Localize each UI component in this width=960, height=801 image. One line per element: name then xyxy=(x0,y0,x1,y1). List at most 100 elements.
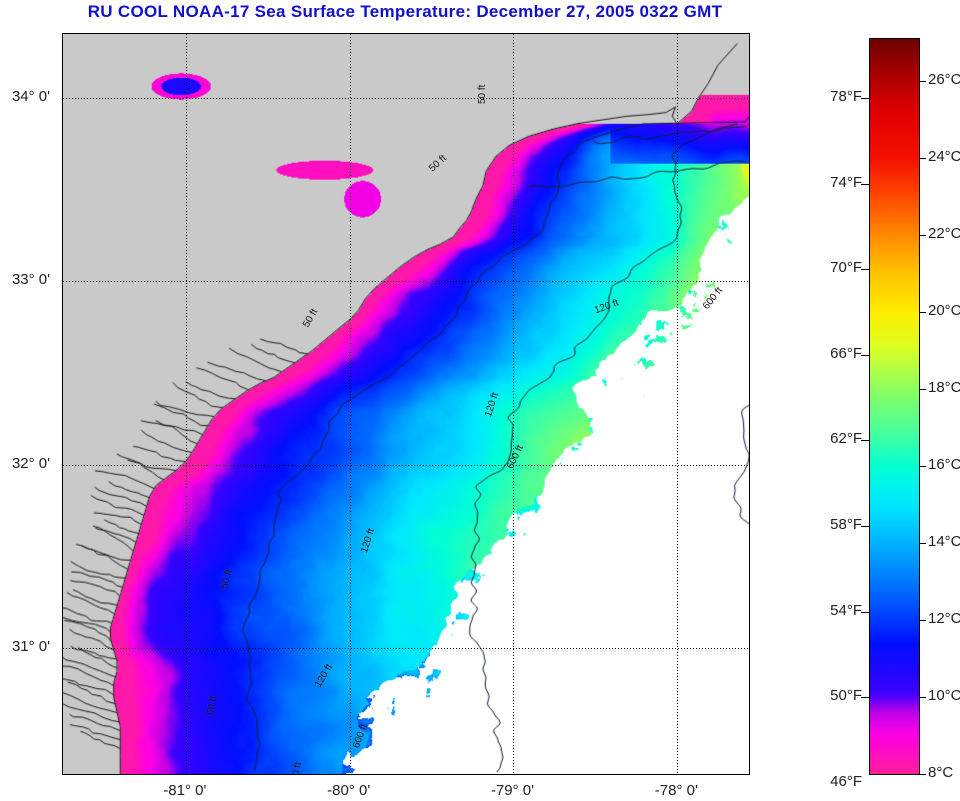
axis-tick-minor xyxy=(749,190,750,191)
colorbar-tick-celsius xyxy=(919,158,926,160)
axis-tick-minor xyxy=(62,144,63,145)
axis-tick-minor xyxy=(104,774,105,775)
axis-tick-major xyxy=(677,33,678,34)
colorbar[interactable] xyxy=(861,38,926,775)
axis-tick-major xyxy=(513,774,514,775)
axis-tick-minor xyxy=(268,774,269,775)
axis-tick-minor xyxy=(309,774,310,775)
colorbar-label-celsius: 22°C xyxy=(928,225,960,243)
axis-tick-minor xyxy=(62,739,63,740)
axis-tick-minor xyxy=(62,327,63,328)
colorbar-label-celsius: 10°C xyxy=(928,687,960,705)
axis-tick-minor xyxy=(554,774,555,775)
axis-tick-minor xyxy=(268,33,269,34)
axis-tick-major xyxy=(749,465,750,466)
axis-tick-minor xyxy=(145,33,146,34)
colorbar-tick-celsius xyxy=(919,312,926,314)
sst-raster xyxy=(63,34,749,774)
axis-tick-minor xyxy=(391,774,392,775)
colorbar-tick-celsius xyxy=(919,697,926,699)
colorbar-label-fahrenheit: 46°F xyxy=(830,772,862,790)
axis-tick-minor xyxy=(145,774,146,775)
colorbar-label-fahrenheit: 50°F xyxy=(830,687,862,705)
axis-tick-major xyxy=(749,281,750,282)
colorbar-tick-fahrenheit xyxy=(861,697,870,699)
axis-tick-minor xyxy=(473,774,474,775)
latitude-label: 34° 0' xyxy=(11,88,50,106)
axis-tick-minor xyxy=(62,52,63,53)
colorbar-tick-fahrenheit xyxy=(861,440,870,442)
axis-tick-major xyxy=(186,774,187,775)
axis-tick-minor xyxy=(62,419,63,420)
colorbar-tick-fahrenheit xyxy=(861,98,870,100)
colorbar-label-celsius: 12°C xyxy=(928,610,960,628)
axis-tick-minor xyxy=(749,144,750,145)
colorbar-tick-celsius xyxy=(919,774,926,775)
figure-title: RU COOL NOAA-17 Sea Surface Temperature:… xyxy=(87,2,723,21)
axis-tick-major xyxy=(749,98,750,99)
colorbar-label-fahrenheit: 78°F xyxy=(830,88,862,106)
axis-tick-minor xyxy=(554,33,555,34)
axis-tick-minor xyxy=(636,33,637,34)
axis-tick-minor xyxy=(473,33,474,34)
colorbar-label-celsius: 24°C xyxy=(928,148,960,166)
axis-tick-major xyxy=(186,33,187,34)
axis-tick-minor xyxy=(62,510,63,511)
axis-tick-minor xyxy=(62,190,63,191)
axis-tick-major xyxy=(62,465,63,466)
colorbar-tick-fahrenheit xyxy=(861,183,870,185)
colorbar-tick-fahrenheit xyxy=(861,269,870,271)
axis-tick-minor xyxy=(749,373,750,374)
axis-tick-major xyxy=(513,33,514,34)
longitude-label: -80° 0' xyxy=(327,782,371,799)
axis-tick-minor xyxy=(62,236,63,237)
axis-tick-minor xyxy=(432,774,433,775)
axis-tick-minor xyxy=(62,694,63,695)
axis-tick-minor xyxy=(718,33,719,34)
colorbar-tick-fahrenheit xyxy=(861,354,870,356)
latitude-label: 33° 0' xyxy=(11,271,50,289)
axis-tick-major xyxy=(62,281,63,282)
axis-tick-major xyxy=(749,648,750,649)
axis-tick-major xyxy=(677,774,678,775)
colorbar-tick-celsius xyxy=(919,543,926,545)
axis-tick-minor xyxy=(718,774,719,775)
axis-tick-major xyxy=(350,774,351,775)
colorbar-label-fahrenheit: 58°F xyxy=(830,516,862,533)
axis-tick-minor xyxy=(62,373,63,374)
axis-tick-minor xyxy=(595,774,596,775)
colorbar-tick-celsius xyxy=(919,235,926,237)
colorbar-label-celsius: 18°C xyxy=(928,379,960,397)
colorbar-label-fahrenheit: 54°F xyxy=(830,601,862,619)
latitude-label: 32° 0' xyxy=(11,454,50,472)
colorbar-label-fahrenheit: 74°F xyxy=(830,173,862,191)
colorbar-label-celsius: 16°C xyxy=(928,456,960,474)
colorbar-tick-fahrenheit xyxy=(861,526,870,527)
colorbar-label-fahrenheit: 70°F xyxy=(830,259,862,277)
axis-tick-minor xyxy=(62,556,63,557)
axis-tick-major xyxy=(350,33,351,34)
longitude-label: -81° 0' xyxy=(163,782,207,799)
colorbar-label-fahrenheit: 62°F xyxy=(830,430,862,448)
axis-tick-minor xyxy=(749,602,750,603)
axis-tick-minor xyxy=(391,33,392,34)
colorbar-tick-fahrenheit xyxy=(861,611,870,613)
axis-tick-minor xyxy=(227,33,228,34)
axis-tick-minor xyxy=(227,774,228,775)
axis-tick-minor xyxy=(749,236,750,237)
colorbar-tick-celsius xyxy=(919,620,926,622)
axis-tick-minor xyxy=(749,556,750,557)
colorbar-label-fahrenheit: 66°F xyxy=(830,344,862,362)
axis-tick-minor xyxy=(595,33,596,34)
colorbar-label-celsius: 8°C xyxy=(928,764,954,781)
axis-tick-minor xyxy=(749,327,750,328)
axis-tick-minor xyxy=(749,419,750,420)
longitude-label: -79° 0' xyxy=(490,782,534,799)
axis-tick-minor xyxy=(309,33,310,34)
map-plot-area[interactable]: 50 ft 50 ft 50 ft 50 ft 50 ft 120 ft 120 ft 120… xyxy=(62,33,750,775)
colorbar-label-celsius: 26°C xyxy=(928,71,960,89)
latitude-label: 31° 0' xyxy=(11,637,50,655)
colorbar-label-celsius: 20°C xyxy=(928,302,960,320)
colorbar-tick-celsius xyxy=(919,466,926,468)
